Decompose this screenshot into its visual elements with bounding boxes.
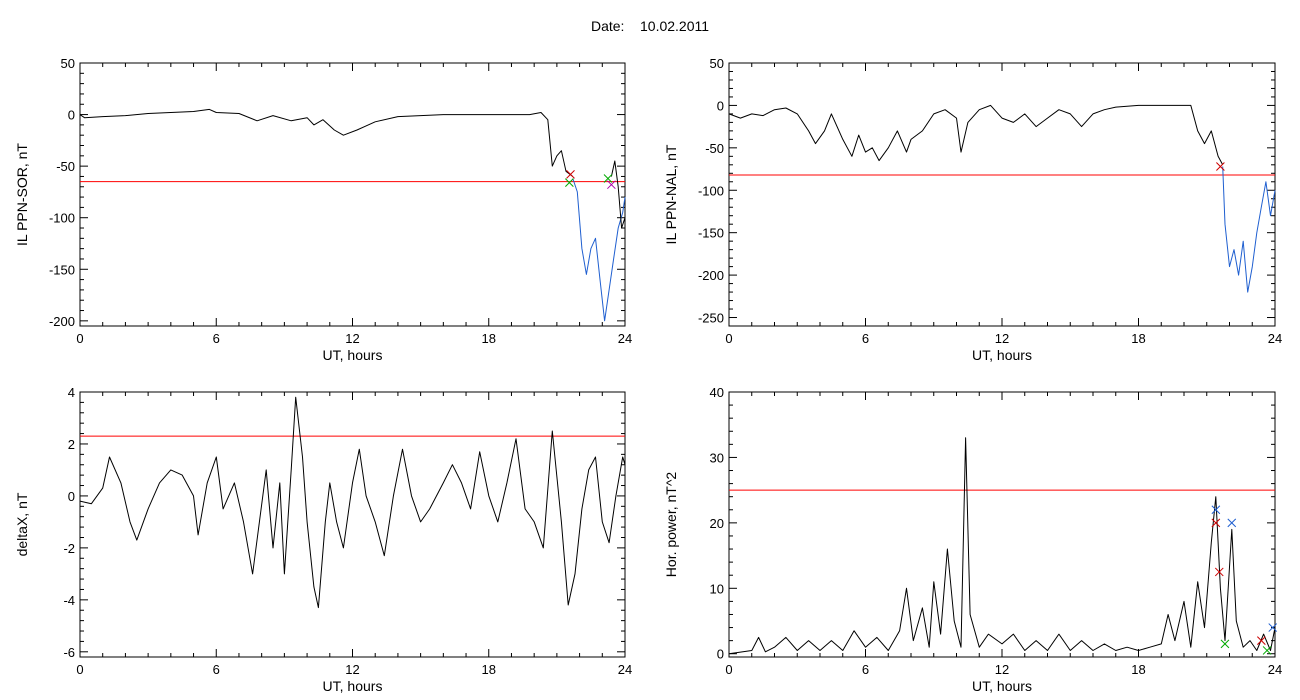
- marker-stroke: [1211, 505, 1221, 515]
- x-tick-label: 0: [76, 331, 83, 346]
- plot-frame: [79, 391, 626, 658]
- event-marker: [565, 178, 574, 187]
- y-tick-label: -100: [698, 183, 724, 198]
- y-axis-label: IL PPN-NAL, nT: [663, 144, 679, 244]
- marker-stroke: [1216, 162, 1225, 171]
- chart-panel-4: 0 6 12 18 24 40 30 20 10 0 UT, hours Hor. power, nT…: [663, 385, 1282, 694]
- x-tick-label: 6: [213, 662, 220, 677]
- plot-frame: [728, 391, 1276, 658]
- y-tick-label: 4: [68, 385, 75, 400]
- event-marker: [1211, 505, 1221, 515]
- x-tick-label: 0: [725, 331, 732, 346]
- y-tick-label: -200: [698, 268, 724, 283]
- x-tick-label: 6: [862, 331, 869, 346]
- marker-stroke: [1214, 567, 1224, 577]
- series-line-2: [572, 178, 626, 322]
- y-tick-label: -250: [698, 311, 724, 326]
- event-marker: [1256, 636, 1266, 645]
- x-tick-label: 18: [1131, 662, 1145, 677]
- series-line-1: [79, 396, 626, 609]
- event-marker: [607, 180, 616, 190]
- marker-stroke: [1268, 623, 1278, 632]
- x-tick-label: 0: [76, 662, 83, 677]
- marker-stroke: [1211, 518, 1221, 528]
- x-axis-label: UT, hours: [323, 678, 383, 694]
- x-tick-label: 24: [1268, 331, 1282, 346]
- plot-frame: [79, 62, 626, 327]
- page-title: Date: 10.02.2011: [0, 18, 1300, 34]
- event-marker: [1216, 162, 1225, 171]
- y-tick-label: -200: [49, 314, 75, 329]
- y-tick-label: 0: [717, 98, 724, 113]
- y-tick-label: 0: [68, 489, 75, 504]
- x-tick-label: 0: [725, 662, 732, 677]
- marker-stroke: [603, 174, 613, 183]
- marker-stroke: [1262, 646, 1272, 655]
- y-tick-label: 0: [717, 647, 724, 662]
- y-tick-label: -2: [63, 541, 75, 556]
- event-marker: [1214, 567, 1224, 577]
- x-tick-label: 18: [482, 662, 496, 677]
- series-line-1: [728, 437, 1276, 655]
- marker-stroke: [1220, 639, 1230, 649]
- x-tick-label: 12: [995, 331, 1009, 346]
- event-marker: [566, 170, 575, 179]
- x-tick-label: 6: [213, 331, 220, 346]
- event-marker: [1268, 623, 1278, 632]
- y-tick-label: 40: [710, 385, 724, 400]
- x-tick-label: 24: [618, 331, 632, 346]
- y-tick-label: 50: [61, 56, 75, 71]
- x-tick-label: 12: [345, 662, 359, 677]
- y-tick-label: -50: [705, 141, 724, 156]
- y-axis-label: Hor. power, nT^2: [663, 472, 679, 578]
- x-tick-label: 12: [995, 662, 1009, 677]
- y-tick-label: -50: [56, 159, 75, 174]
- x-axis-label: UT, hours: [972, 678, 1032, 694]
- y-tick-label: 0: [68, 108, 75, 123]
- y-tick-label: 10: [710, 581, 724, 596]
- x-tick-label: 24: [1268, 662, 1282, 677]
- date-value: 10.02.2011: [640, 18, 710, 34]
- plot-frame: [728, 62, 1276, 327]
- date-label: Date:: [590, 18, 625, 34]
- y-tick-label: 20: [710, 516, 724, 531]
- event-marker: [1227, 518, 1237, 528]
- y-tick-label: -6: [63, 645, 75, 660]
- chart-panel-2: 0 6 12 18 24 50 0 -50 -100 -150 -200 -250 UT, hours I…: [663, 56, 1282, 363]
- y-axis-label: deltaX, nT: [14, 492, 30, 556]
- y-tick-label: 50: [710, 56, 724, 71]
- marker-stroke: [566, 170, 575, 179]
- event-marker: [1220, 639, 1230, 649]
- event-marker: [603, 174, 613, 183]
- y-tick-label: -150: [49, 262, 75, 277]
- x-tick-label: 6: [862, 662, 869, 677]
- y-tick-label: -150: [698, 226, 724, 241]
- series-line-1: [79, 108, 574, 177]
- marker-stroke: [1227, 518, 1237, 528]
- x-tick-label: 18: [482, 331, 496, 346]
- event-marker: [1211, 518, 1221, 528]
- series-line-1: [728, 104, 1224, 166]
- x-axis-label: UT, hours: [972, 347, 1032, 363]
- x-tick-label: 24: [618, 662, 632, 677]
- y-tick-label: 30: [710, 450, 724, 465]
- marker-stroke: [565, 178, 574, 187]
- marker-stroke: [607, 180, 616, 190]
- y-axis-label: IL PPN-SOR, nT: [14, 143, 30, 246]
- series-line-3: [610, 160, 626, 229]
- y-tick-label: -100: [49, 211, 75, 226]
- chart-panel-3: 0 6 12 18 24 4 2 0 -2 -4 -6 UT, hours deltaX, nT: [14, 385, 632, 694]
- chart-panel-1: 0 6 12 18 24 50 0 -50 -100 -150 -200 UT, hours IL PP…: [14, 56, 632, 363]
- y-tick-label: 2: [68, 437, 75, 452]
- x-tick-label: 12: [345, 331, 359, 346]
- event-marker: [1262, 646, 1272, 655]
- marker-stroke: [1256, 636, 1266, 645]
- x-tick-label: 18: [1131, 331, 1145, 346]
- x-axis-label: UT, hours: [323, 347, 383, 363]
- series-line-2: [1222, 166, 1276, 293]
- y-tick-label: -4: [63, 593, 75, 608]
